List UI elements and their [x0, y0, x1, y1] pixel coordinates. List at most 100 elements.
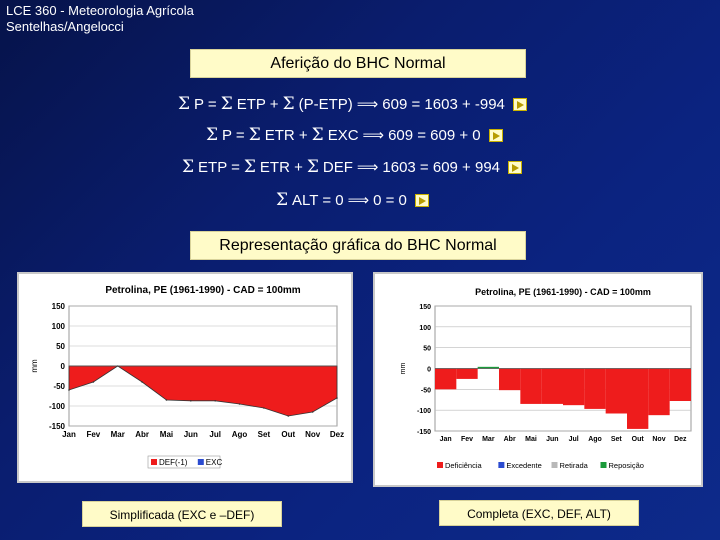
x-tick-label: Ago — [588, 436, 602, 443]
eq-lhs: P = — [194, 95, 217, 113]
chart-simplified-svg: Petrolina, PE (1961-1990) - CAD = 100mm 1… — [30, 285, 344, 469]
data-point — [68, 389, 70, 391]
x-tick-label: Nov — [652, 436, 665, 443]
x-tick-label: Jun — [546, 436, 558, 443]
y-tick-label: -100 — [49, 402, 66, 411]
eq-rhs: EXC — [327, 126, 359, 144]
eq-result: 1603 = 609 + 994 — [382, 158, 501, 176]
eq-lhs: P = — [222, 126, 245, 144]
legend-label: Deficiência — [445, 461, 483, 470]
x-tick-label: Mai — [160, 430, 173, 439]
data-point — [141, 381, 143, 383]
y-tick-label: -100 — [417, 408, 431, 415]
caption-complete: Completa (EXC, DEF, ALT) — [439, 500, 639, 526]
sigma-symbol: Σ — [178, 94, 191, 114]
sigma-symbol: Σ — [248, 125, 261, 145]
legend-swatch — [197, 459, 204, 465]
x-tick-label: Out — [281, 430, 295, 439]
y-tick-label: -150 — [49, 422, 66, 431]
y-axis-label: mm — [400, 363, 407, 375]
bar-deficiência — [541, 368, 563, 404]
eq-result: 0 = 0 — [373, 191, 407, 209]
legend-swatch — [600, 462, 607, 468]
action-button-icon[interactable] — [508, 160, 523, 174]
eq-rhs: DEF — [322, 158, 353, 176]
sigma-symbol: Σ — [206, 125, 219, 145]
y-tick-label: 150 — [419, 304, 431, 311]
y-tick-label: 150 — [52, 302, 66, 311]
sigma-symbol: Σ — [276, 190, 289, 210]
y-tick-label: 100 — [52, 322, 66, 331]
data-point — [190, 400, 192, 402]
data-point — [92, 381, 95, 383]
data-point — [214, 400, 216, 402]
y-tick-label: 0 — [61, 362, 66, 371]
equation-2: Σ P = Σ ETR + Σ EXC ⟹ 609 = 609 + 0 — [206, 125, 503, 145]
legend-swatch — [498, 462, 505, 468]
sigma-symbol: Σ — [282, 94, 295, 114]
bar-deficiência — [648, 368, 670, 416]
x-tick-label: Nov — [305, 430, 321, 439]
y-tick-label: -50 — [421, 387, 431, 394]
legend-label: Reposição — [609, 461, 644, 470]
equation-4: Σ ALT = 0 ⟹ 0 = 0 — [276, 190, 429, 210]
chart-title: Petrolina, PE (1961-1990) - CAD = 100mm — [475, 287, 651, 297]
x-tick-label: Mai — [525, 436, 537, 443]
implies-icon: ⟹ — [356, 158, 379, 176]
legend-label: EXC — [206, 458, 223, 467]
bar-deficiência — [520, 368, 542, 404]
implies-icon: ⟹ — [347, 191, 370, 209]
legend-swatch — [437, 462, 443, 468]
eq-result: 609 = 609 + 0 — [388, 126, 481, 144]
sigma-symbol: Σ — [220, 94, 233, 114]
x-tick-label: Jan — [62, 430, 76, 439]
x-tick-label: Jun — [184, 430, 198, 439]
caption-simplified: Simplificada (EXC e –DEF) — [82, 501, 282, 527]
authors: Sentelhas/Angelocci — [6, 19, 124, 34]
bar-deficiência — [563, 368, 585, 406]
x-tick-label: Set — [611, 436, 623, 443]
x-tick-label: Fev — [461, 436, 473, 443]
bar-deficiência — [456, 368, 478, 379]
aferiacao-title: Aferição do BHC Normal — [190, 49, 526, 78]
y-tick-label: 0 — [427, 367, 431, 374]
x-tick-label: Dez — [674, 436, 687, 443]
x-tick-label: Set — [258, 430, 271, 439]
y-tick-label: -50 — [53, 382, 65, 391]
data-point — [165, 399, 168, 401]
chart-complete: Petrolina, PE (1961-1990) - CAD = 100mm 1… — [373, 272, 703, 487]
data-point — [287, 415, 290, 417]
action-button-icon[interactable] — [414, 193, 429, 207]
chart-simplified: Petrolina, PE (1961-1990) - CAD = 100mm 1… — [17, 272, 353, 483]
eq-rhs: (P-ETP) — [298, 95, 353, 113]
x-tick-label: Mar — [482, 436, 495, 443]
sigma-symbol: Σ — [182, 157, 195, 177]
eq-result: 609 = 1603 + -994 — [382, 95, 505, 113]
bar-deficiência — [605, 368, 627, 414]
action-button-icon[interactable] — [488, 128, 503, 142]
eq-mid: ETP + — [236, 95, 279, 113]
legend-swatch — [151, 459, 157, 465]
action-button-icon[interactable] — [512, 97, 527, 111]
x-tick-label: Jul — [209, 430, 221, 439]
y-tick-label: -150 — [417, 429, 431, 436]
y-tick-label: 50 — [56, 342, 65, 351]
equation-3: Σ ETP = Σ ETR + Σ DEF ⟹ 1603 = 609 + 994 — [182, 157, 523, 177]
legend-label: DEF(-1) — [159, 458, 188, 467]
equation-1: Σ P = Σ ETP + Σ (P-ETP) ⟹ 609 = 1603 + -… — [178, 94, 527, 114]
representacao-title: Representação gráfica do BHC Normal — [190, 231, 526, 260]
bar-deficiência — [627, 368, 649, 429]
eq-mid: ETR + — [259, 158, 303, 176]
x-tick-label: Mar — [111, 430, 125, 439]
implies-icon: ⟹ — [362, 126, 385, 144]
sigma-symbol: Σ — [243, 157, 256, 177]
course-title: LCE 360 - Meteorologia Agrícola — [6, 3, 194, 18]
chart-complete-svg: Petrolina, PE (1961-1990) - CAD = 100mm 1… — [400, 287, 692, 470]
bar-deficiência — [584, 368, 606, 409]
legend-label: Retirada — [560, 461, 589, 470]
legend-swatch — [551, 462, 558, 468]
sigma-symbol: Σ — [306, 157, 319, 177]
implies-icon: ⟹ — [356, 95, 379, 113]
y-tick-label: 100 — [419, 325, 431, 332]
data-point — [311, 411, 314, 413]
